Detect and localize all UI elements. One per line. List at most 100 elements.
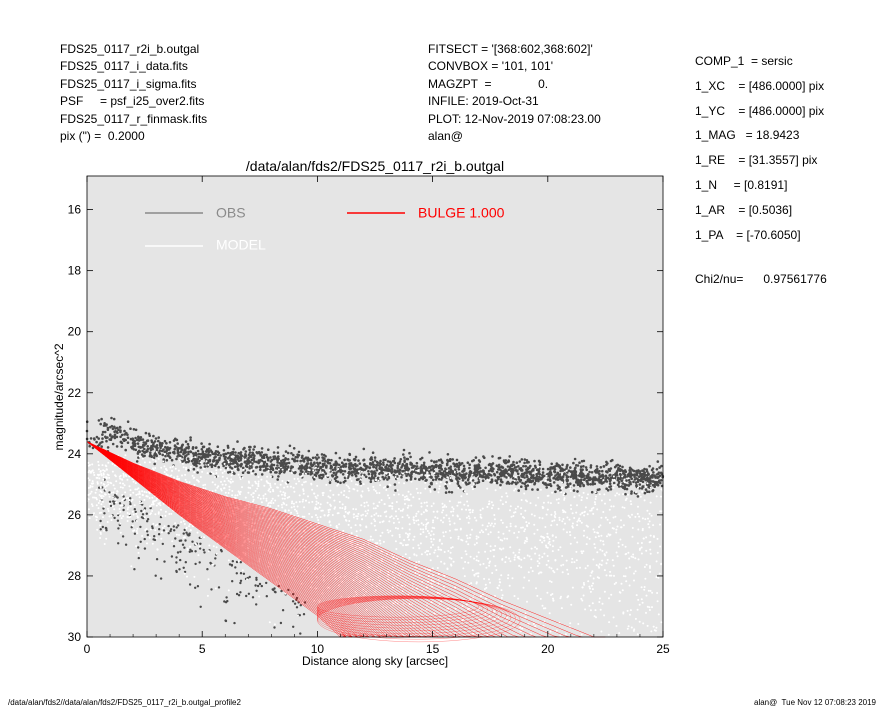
obs-point <box>196 585 200 588</box>
model-point <box>336 484 339 487</box>
model-point <box>641 601 644 604</box>
obs-point <box>516 472 520 476</box>
model-point <box>425 535 428 538</box>
obs-point <box>231 450 235 454</box>
model-point <box>188 481 191 484</box>
model-point <box>108 495 111 498</box>
model-point <box>501 521 504 524</box>
obs-point <box>506 472 510 476</box>
obs-point <box>291 457 294 461</box>
bulge-model-line <box>86 441 387 638</box>
obs-point <box>599 475 603 478</box>
model-point <box>363 505 366 508</box>
model-point <box>163 471 166 474</box>
model-point <box>545 474 548 477</box>
obs-point <box>122 508 125 512</box>
model-point <box>168 513 171 515</box>
obs-point <box>224 452 228 456</box>
obs-point <box>162 458 165 461</box>
obs-point <box>254 584 257 587</box>
model-point <box>655 576 658 579</box>
model-point <box>478 477 481 480</box>
obs-point <box>249 445 252 449</box>
obs-point <box>549 471 553 474</box>
model-point <box>145 528 148 530</box>
obs-point <box>217 586 221 589</box>
model-point <box>272 502 275 504</box>
obs-point <box>630 490 633 493</box>
model-point <box>373 518 376 521</box>
obs-point <box>334 473 338 476</box>
obs-point <box>210 465 214 469</box>
obs-point <box>161 453 164 457</box>
model-point <box>447 607 450 610</box>
model-point <box>659 510 662 513</box>
bulge-model-line <box>86 441 416 638</box>
model-point <box>560 595 562 598</box>
obs-point <box>123 433 127 436</box>
model-point <box>554 513 557 515</box>
model-point <box>550 524 553 527</box>
obs-point <box>566 479 569 483</box>
model-point <box>496 587 499 590</box>
model-point <box>569 490 572 492</box>
obs-point <box>172 450 176 454</box>
obs-point <box>310 464 314 468</box>
model-point <box>525 521 528 524</box>
model-point <box>136 516 139 519</box>
bulge-loop <box>317 596 493 626</box>
obs-point <box>218 456 221 460</box>
model-point <box>224 491 227 494</box>
model-point <box>485 566 488 569</box>
obs-point <box>638 483 642 486</box>
model-point <box>599 539 602 542</box>
model-point <box>107 483 110 486</box>
obs-point <box>586 473 590 476</box>
model-point <box>385 472 388 475</box>
model-point <box>508 557 511 560</box>
model-point <box>389 516 392 519</box>
model-point <box>95 504 98 507</box>
model-point <box>165 467 167 470</box>
model-point <box>593 531 596 534</box>
model-point <box>555 536 557 539</box>
obs-point <box>235 454 239 458</box>
obs-point <box>579 465 583 469</box>
obs-point <box>255 576 258 580</box>
model-point <box>519 626 522 629</box>
obs-point <box>457 468 461 471</box>
model-point <box>627 514 630 517</box>
model-point <box>491 572 494 574</box>
model-point <box>453 522 456 525</box>
obs-point <box>136 452 140 455</box>
obs-point <box>497 468 500 471</box>
model-point <box>412 620 415 623</box>
obs-point <box>659 481 662 485</box>
model-point <box>544 479 547 482</box>
obs-point <box>149 506 152 510</box>
model-point <box>635 491 637 494</box>
obs-point <box>523 482 526 486</box>
model-point <box>274 499 277 502</box>
model-point <box>394 540 397 543</box>
model-point <box>360 504 363 507</box>
model-point <box>148 536 151 539</box>
model-point <box>123 497 126 500</box>
model-point <box>644 577 647 580</box>
model-point <box>420 513 423 516</box>
model-point <box>603 590 606 593</box>
obs-point <box>207 447 211 450</box>
obs-point <box>485 474 489 477</box>
obs-point <box>302 460 306 463</box>
model-point <box>212 545 215 548</box>
model-point <box>581 511 584 514</box>
model-point <box>655 495 658 498</box>
obs-point <box>234 461 238 465</box>
obs-point <box>136 442 140 445</box>
model-point <box>217 475 220 478</box>
model-point <box>533 523 536 526</box>
model-point <box>102 473 105 476</box>
obs-point <box>652 480 655 483</box>
bulge-loop <box>317 596 489 623</box>
obs-point <box>494 479 498 483</box>
